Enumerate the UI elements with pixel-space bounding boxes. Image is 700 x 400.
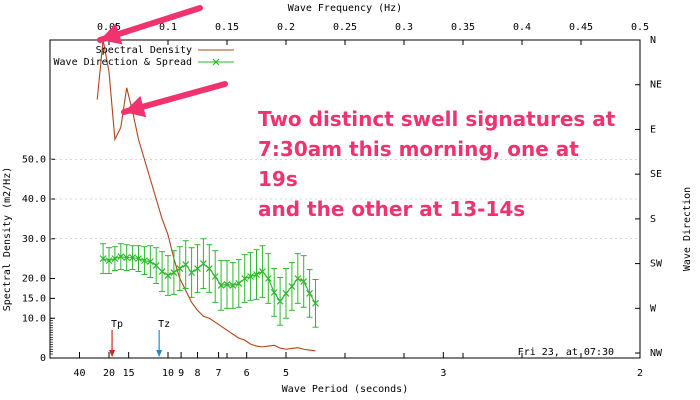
direction-point	[199, 260, 207, 268]
marker-arrowhead-tz	[156, 350, 163, 357]
right-tick-label: SE	[650, 169, 662, 180]
direction-point	[99, 255, 107, 263]
bottom-tick-label: 9	[178, 368, 184, 379]
right-tick-label: S	[650, 214, 656, 225]
direction-point	[140, 257, 148, 265]
direction-point	[211, 273, 219, 280]
right-tick-label: N	[650, 35, 656, 46]
direction-point	[158, 268, 166, 275]
bottom-tick-label: 8	[194, 368, 200, 379]
bottom-tick-label: 3	[440, 368, 446, 379]
direction-point	[276, 297, 284, 305]
direction-point	[288, 283, 296, 290]
right-axis-title: Wave Direction	[682, 187, 693, 271]
legend-label-spectral-density: Spectral Density	[96, 45, 192, 56]
direction-point	[253, 271, 260, 278]
bottom-tick-label: 5	[283, 368, 289, 379]
right-tick-label: NE	[650, 80, 662, 91]
direction-point	[264, 275, 272, 282]
top-tick-label: 0.5	[631, 22, 649, 33]
bottom-axis-title: Wave Period (seconds)	[282, 384, 408, 395]
left-tick-label: 10.0	[22, 313, 46, 324]
right-tick-label: E	[650, 124, 656, 135]
direction-point	[300, 278, 308, 285]
direction-point	[205, 265, 213, 272]
direction-point	[135, 255, 142, 263]
left-tick-label: 30.0	[22, 234, 46, 245]
direction-point	[123, 254, 131, 262]
direction-point	[258, 268, 266, 275]
right-tick-label: W	[650, 303, 657, 314]
left-tick-label: 50.0	[22, 154, 46, 165]
swell-annotation-text: Two distinct swell signatures at 7:30am …	[258, 107, 616, 221]
direction-point	[217, 282, 225, 289]
direction-point	[129, 254, 137, 262]
direction-point	[182, 261, 190, 269]
direction-point	[146, 258, 154, 266]
right-tick-label: SW	[650, 259, 663, 270]
right-tick-label: NW	[650, 348, 663, 359]
direction-point	[111, 255, 119, 263]
direction-point	[235, 280, 243, 287]
direction-point	[282, 289, 290, 297]
chart-timestamp: Fri 23, at 07:30	[518, 347, 614, 358]
left-tick-label: 20.0	[22, 274, 46, 285]
annotation-arrow-peak-19s-head	[100, 23, 123, 45]
left-tick-label: 0	[40, 353, 46, 364]
bottom-tick-label: 10	[162, 368, 174, 379]
direction-point	[312, 299, 319, 307]
top-tick-label: 0.1	[159, 22, 177, 33]
top-tick-label: 0.45	[569, 22, 593, 33]
direction-point	[270, 288, 278, 296]
direction-point	[247, 273, 255, 280]
direction-point	[306, 289, 314, 297]
bottom-tick-label: 2	[637, 368, 643, 379]
top-tick-label: 0.3	[395, 22, 413, 33]
bottom-tick-label: 40	[73, 368, 85, 379]
legend-label-wave-direction: Wave Direction & Spread	[54, 57, 192, 68]
left-tick-label: 15.0	[22, 293, 46, 304]
direction-point	[170, 269, 178, 276]
left-tick-label: 40.0	[22, 194, 46, 205]
spectral-density-line	[96, 39, 316, 352]
direction-point	[164, 272, 172, 279]
top-tick-label: 0.05	[97, 22, 121, 33]
bottom-tick-label: 7	[216, 368, 222, 379]
bottom-tick-label: 20	[103, 368, 115, 379]
top-tick-label: 0.25	[333, 22, 357, 33]
marker-label-tz: Tz	[158, 319, 170, 330]
bottom-tick-label: 15	[123, 368, 135, 379]
direction-point	[105, 257, 113, 265]
direction-point	[117, 253, 125, 261]
marker-label-tp: Tp	[111, 319, 123, 330]
top-axis-title: Wave Frequency (Hz)	[288, 3, 402, 14]
top-tick-label: 0.2	[277, 22, 295, 33]
marker-arrowhead-tp	[109, 350, 116, 357]
direction-point	[152, 262, 160, 270]
direction-point	[188, 269, 196, 276]
annotation-arrow-peak-13s-head	[124, 96, 147, 118]
direction-point	[223, 281, 231, 288]
top-tick-label: 0.15	[215, 22, 239, 33]
direction-point	[229, 282, 237, 289]
left-axis-title: Spectral Density (m2/Hz)	[2, 167, 13, 312]
direction-point	[176, 265, 184, 272]
legend-swatch-marker	[212, 58, 220, 66]
bottom-tick-label: 6	[244, 368, 250, 379]
top-tick-label: 0.4	[513, 22, 531, 33]
direction-point	[241, 275, 249, 282]
direction-point	[194, 265, 201, 272]
direction-point	[294, 275, 302, 282]
top-tick-label: 0.35	[451, 22, 475, 33]
